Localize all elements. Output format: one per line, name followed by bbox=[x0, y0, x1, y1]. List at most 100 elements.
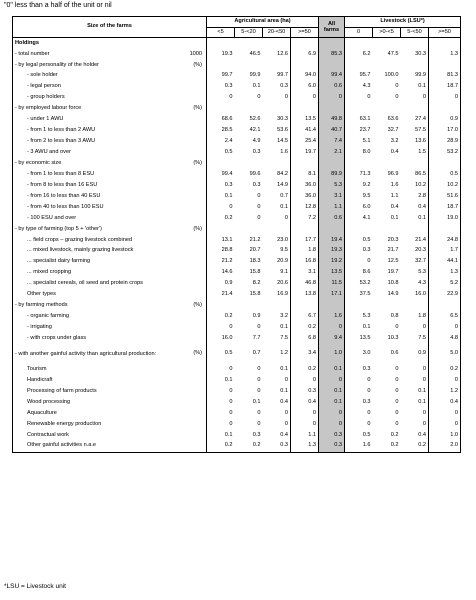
value-cell: 1.3 bbox=[290, 440, 320, 453]
value-cell: 5.0 bbox=[428, 344, 462, 365]
row-unit: (%) bbox=[182, 223, 208, 235]
value-cell: 12.8 bbox=[290, 202, 320, 213]
value-cell: 49.8 bbox=[318, 114, 346, 126]
livestock-col-header: 0 bbox=[344, 27, 374, 38]
value-cell: 0 bbox=[257, 420, 261, 427]
value-cell bbox=[235, 158, 263, 169]
value-cell bbox=[207, 60, 235, 71]
value-cell: 0 bbox=[395, 324, 399, 331]
row-label: ... mixed livestock, mainly grazing live… bbox=[12, 245, 183, 257]
row-label: - 3 AWU and over bbox=[12, 147, 183, 159]
value-cell: 0.3 bbox=[318, 440, 346, 453]
value-cell: 0 bbox=[257, 214, 261, 221]
row-label: Holdings bbox=[12, 37, 183, 49]
value-cell bbox=[345, 301, 373, 312]
value-cell: 4.3 bbox=[362, 83, 371, 90]
table-row: - with another gainful activity than agr… bbox=[12, 344, 462, 365]
value-cell: 9.4 bbox=[318, 333, 346, 345]
value-cell: 0.2 bbox=[206, 440, 235, 453]
row-unit bbox=[182, 408, 208, 419]
value-cell: 14.5 bbox=[277, 138, 289, 145]
value-cell: 23.7 bbox=[359, 127, 371, 134]
value-cell bbox=[318, 300, 346, 312]
value-cell: 2.0 bbox=[428, 440, 462, 453]
row-unit bbox=[182, 191, 208, 203]
value-cell bbox=[345, 104, 373, 115]
row-unit bbox=[182, 267, 208, 279]
value-cell: 53.2 bbox=[428, 147, 462, 159]
value-cell: 16.0 bbox=[221, 334, 233, 341]
value-cell: 25.4 bbox=[290, 136, 320, 148]
value-cell bbox=[345, 158, 373, 169]
value-cell bbox=[263, 224, 291, 235]
value-cell: 0 bbox=[428, 418, 462, 430]
value-cell: 0.4 bbox=[280, 398, 289, 405]
value-cell: 1.6 bbox=[390, 181, 399, 188]
row-unit bbox=[182, 169, 208, 181]
value-cell: 6.5 bbox=[428, 311, 462, 323]
value-cell: 99.4 bbox=[221, 170, 233, 177]
value-cell: 3.2 bbox=[390, 138, 399, 145]
value-cell: 13.5 bbox=[359, 334, 371, 341]
value-cell: 23.0 bbox=[277, 236, 289, 243]
value-cell bbox=[207, 301, 235, 312]
value-cell: 1.3 bbox=[428, 267, 462, 279]
value-cell: 0 bbox=[395, 83, 399, 90]
value-cell: 30.3 bbox=[415, 50, 427, 57]
row-unit: (%) bbox=[182, 300, 208, 312]
value-cell: 44.1 bbox=[428, 256, 462, 268]
row-label: - with another gainful activity than agr… bbox=[12, 344, 183, 365]
row-label: - from 40 to less than 100 ESU bbox=[12, 202, 183, 213]
value-cell: 0.4 bbox=[390, 149, 399, 156]
value-cell: 18.7 bbox=[428, 202, 462, 213]
value-cell: 51.6 bbox=[428, 191, 462, 203]
value-cell: 20.9 bbox=[277, 258, 289, 265]
value-cell: 0 bbox=[318, 92, 346, 104]
agricultural-area-header: Agricultural area (ha) bbox=[206, 16, 320, 28]
table-row: Handicraft 0.1 0 0 0 0 0 0 0 0 bbox=[12, 375, 462, 387]
value-cell: 0.2 bbox=[390, 431, 399, 438]
value-cell: 1.3 bbox=[428, 48, 462, 60]
value-cell: 52.6 bbox=[249, 116, 261, 123]
value-cell: 0 bbox=[367, 258, 371, 265]
row-label: Aquaculture bbox=[12, 408, 183, 419]
value-cell: 0 bbox=[367, 387, 371, 394]
value-cell: 1.2 bbox=[428, 386, 462, 398]
value-cell: 0 bbox=[229, 365, 233, 372]
value-cell: 42.1 bbox=[249, 127, 261, 134]
value-cell: 17.0 bbox=[428, 125, 462, 137]
agri-col-header: 5-<20 bbox=[234, 27, 264, 38]
table-row: - by farming methods (%) bbox=[12, 300, 462, 312]
value-cell: 0 bbox=[284, 376, 289, 383]
value-cell bbox=[373, 104, 401, 115]
value-cell: 16.0 bbox=[415, 291, 427, 298]
value-cell: 0.4 bbox=[280, 431, 289, 438]
value-cell: 99.9 bbox=[249, 72, 261, 79]
value-cell: 0.4 bbox=[290, 397, 320, 408]
value-cell bbox=[290, 103, 320, 115]
value-cell bbox=[235, 60, 263, 71]
agri-col-header: 20-<50 bbox=[262, 27, 292, 38]
table-row: - from 16 to less than 40 ESU 0.1 0 0.7 36.0… bbox=[12, 191, 462, 203]
row-unit bbox=[182, 136, 208, 148]
value-cell bbox=[401, 158, 429, 169]
row-label: Tourism bbox=[12, 364, 183, 376]
value-cell bbox=[401, 38, 429, 49]
value-cell: 0 bbox=[318, 418, 346, 430]
value-cell: 0.7 bbox=[252, 350, 261, 357]
value-cell: 1.8 bbox=[290, 245, 320, 257]
value-cell bbox=[345, 38, 373, 49]
table-row: ... field crops – grazing livestock comb… bbox=[12, 234, 462, 246]
value-cell: 0.7 bbox=[280, 192, 289, 199]
table-row: Wood processing 0 0.1 0.4 0.4 0.1 0.3 0 0.1 0.4 bbox=[12, 397, 462, 408]
value-cell bbox=[401, 60, 429, 71]
value-cell bbox=[235, 224, 263, 235]
value-cell: 5.3 bbox=[418, 269, 427, 276]
value-cell: 0.1 bbox=[362, 324, 371, 331]
value-cell: 7.7 bbox=[252, 334, 261, 341]
value-cell: 0.1 bbox=[318, 364, 346, 376]
value-cell: 53.6 bbox=[277, 127, 289, 134]
value-cell: 0.3 bbox=[252, 431, 261, 438]
value-cell: 0 bbox=[367, 420, 371, 427]
value-cell: 22.9 bbox=[428, 289, 462, 301]
